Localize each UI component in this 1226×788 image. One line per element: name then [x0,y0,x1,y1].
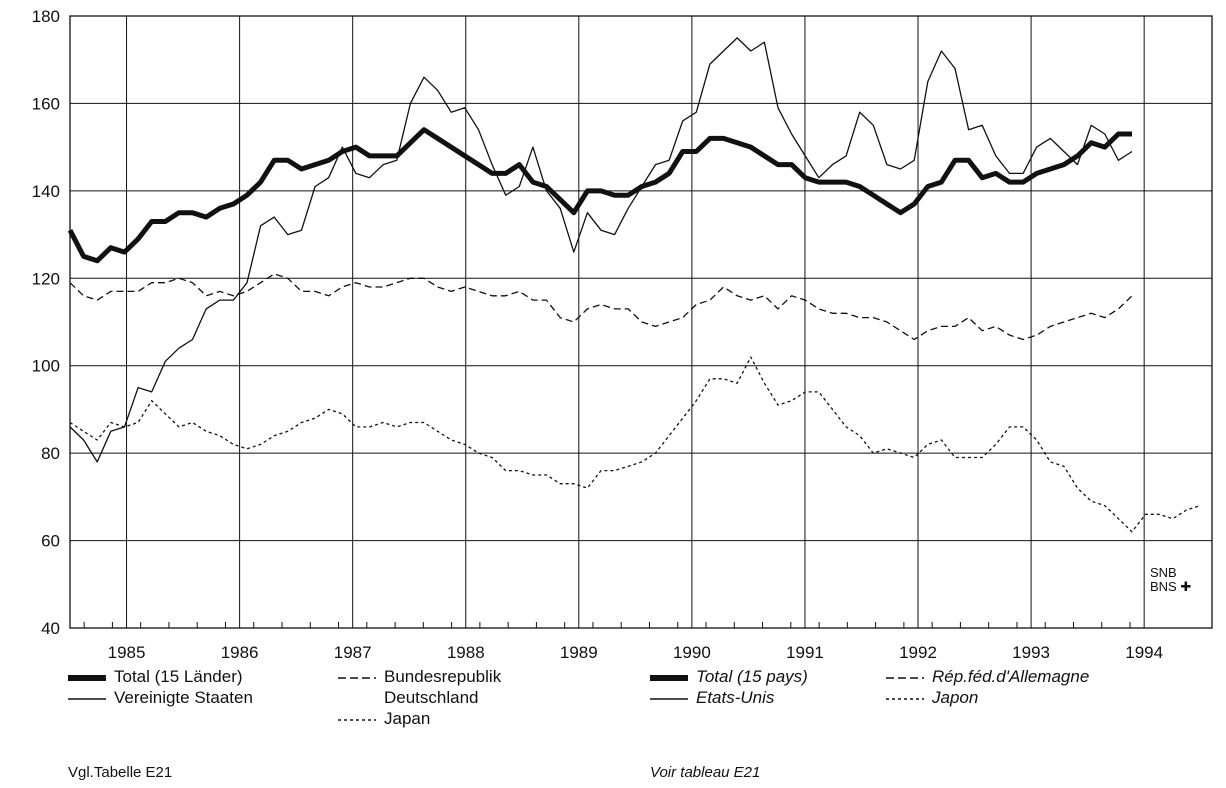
x-tick-label: 1990 [673,643,711,662]
legend-label: Vereinigte Staaten [114,688,253,707]
dashed-line-swatch-icon [886,676,924,679]
thin-line-swatch-icon [68,697,106,700]
legend-german: Total (15 Länder) Vereinigte Staaten [68,666,253,708]
x-tick-label: 1991 [786,643,824,662]
legend-label: Japon [932,688,979,707]
x-tick-label: 1986 [221,643,259,662]
dotted-line-swatch-icon [338,718,376,721]
legend-label: Total (15 pays) [696,667,808,686]
legend-item-total-fr: Total (15 pays) [650,666,808,687]
legend-item-japan-de: Japan [338,708,501,729]
x-tick-label: 1985 [108,643,146,662]
x-tick-label: 1994 [1125,643,1163,662]
legend-french: Total (15 pays) Etats-Unis [650,666,808,708]
legend-label: Deutschland [384,688,479,707]
y-tick-label: 80 [41,444,60,463]
legend-german-col2: Bundesrepublik Deutschland Japan [338,666,501,729]
series-line-dashed [69,273,1133,341]
legend-label: Etats-Unis [696,688,775,707]
logo-line-bns: BNS ✚ [1150,580,1191,594]
legend-item-japan-fr: Japon [886,687,1089,708]
thick-line-swatch-icon [650,674,688,681]
legend-item-germany-fr: Rép.féd.d'Allemagne [886,666,1089,687]
legend-label: Bundesrepublik [384,667,502,686]
legend-item-usa-de: Vereinigte Staaten [68,687,253,708]
series-line-thick [67,127,1132,264]
legend-item-germany-de: Bundesrepublik [338,666,501,687]
legend-label: Japan [384,709,431,728]
swiss-cross-icon: ✚ [1176,579,1192,594]
y-tick-label: 160 [32,94,60,113]
series-line-thin [69,37,1133,463]
grid-lines [69,15,1213,629]
series-lines [67,37,1201,533]
legend-item-total-de: Total (15 Länder) [68,666,253,687]
thin-line-swatch-icon [650,697,688,700]
x-axis-ticks: 1985 1986 1987 1988 1989 1990 1991 1992 1993 1994 [108,643,1163,662]
table-reference-french: Voir tableau E21 [650,764,761,781]
logo-text-bns: BNS [1150,579,1177,594]
y-tick-label: 140 [32,182,60,201]
plot-frame [69,15,1213,629]
x-tick-label: 1987 [334,643,372,662]
thick-line-swatch-icon [68,674,106,681]
y-tick-label: 40 [41,619,60,638]
dashed-line-swatch-icon [338,676,376,679]
x-tick-label: 1988 [447,643,485,662]
legend-french-col2: Rép.féd.d'Allemagne Japon [886,666,1089,708]
y-tick-label: 120 [32,269,60,288]
dotted-line-swatch-icon [886,697,924,700]
series-line-dotted [69,356,1201,533]
x-tick-label: 1992 [899,643,937,662]
y-tick-label: 180 [32,7,60,26]
y-tick-label: 60 [41,532,60,551]
snb-logo: SNB BNS ✚ [1150,566,1191,594]
y-axis-ticks: 40 60 80 100 120 140 160 180 [32,7,60,638]
x-tick-label: 1989 [560,643,598,662]
legend-label: Rép.féd.d'Allemagne [932,667,1090,686]
x-tick-label: 1993 [1012,643,1050,662]
table-reference-german: Vgl.Tabelle E21 [68,764,173,781]
legend-label: Total (15 Länder) [114,667,243,686]
legend-item-usa-fr: Etats-Unis [650,687,808,708]
legend-item-germany-de-cont: Deutschland [338,687,501,708]
y-tick-label: 100 [32,357,60,376]
logo-line-snb: SNB [1150,565,1177,580]
